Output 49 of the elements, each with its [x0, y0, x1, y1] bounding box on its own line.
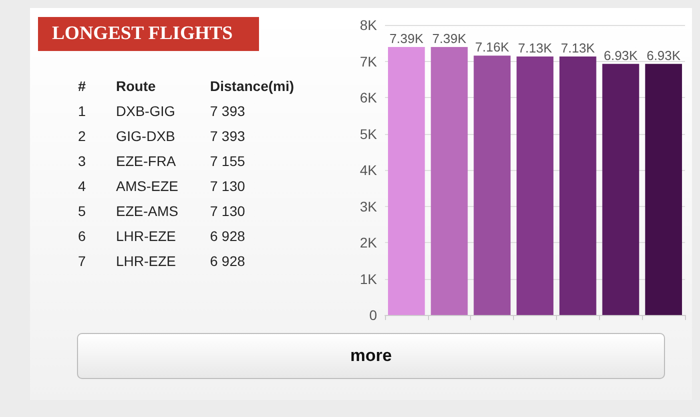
- y-tick-label: 0: [369, 307, 378, 323]
- text: 7 130: [210, 178, 246, 194]
- text: 7 130: [210, 203, 246, 219]
- text: LHR-EZE: [116, 228, 176, 244]
- text: DXB-GIG: [116, 103, 176, 119]
- data-label: 7.13K: [518, 40, 552, 56]
- bar: [559, 56, 596, 315]
- text: EZE-AMS: [116, 203, 178, 219]
- text: 1: [78, 103, 86, 119]
- data-label: 6.93K: [646, 48, 681, 63]
- text: 4: [78, 178, 86, 194]
- text: 6: [78, 228, 86, 244]
- y-tick-label: 3K: [360, 198, 378, 214]
- text: 5: [78, 203, 86, 219]
- y-tick-label: 8K: [360, 17, 378, 33]
- data-label: 7.16K: [475, 40, 510, 55]
- y-tick-label: 2K: [360, 234, 378, 250]
- text: LONGEST FLIGHTS: [38, 17, 259, 51]
- text: 6 928: [210, 253, 246, 269]
- text: AMS-EZE: [116, 178, 178, 194]
- bar: [474, 56, 511, 315]
- data-label: 7.13K: [560, 40, 596, 56]
- text: 3: [78, 153, 86, 169]
- text: EZE-FRA: [116, 153, 176, 169]
- bar: [645, 64, 682, 315]
- y-tick-label: 4K: [360, 162, 378, 178]
- y-tick-label: 7K: [360, 53, 378, 70]
- y-tick-label: 6K: [360, 90, 378, 106]
- text: 2: [78, 128, 86, 144]
- text: LHR-EZE: [116, 253, 176, 269]
- y-tick-label: 1K: [360, 270, 378, 287]
- bar: [388, 47, 425, 315]
- data-label: 6.93K: [604, 48, 638, 63]
- bar: [516, 56, 554, 315]
- text: 7 393: [210, 128, 246, 144]
- data-label: 7.39K: [432, 31, 467, 46]
- y-tick-label: 5K: [360, 126, 378, 142]
- text: Route: [116, 78, 156, 94]
- text: Distance(mi): [210, 78, 294, 94]
- text: more: [77, 333, 665, 379]
- text: #: [78, 78, 86, 94]
- bar: [602, 64, 640, 315]
- text: 6 928: [210, 228, 246, 244]
- data-label: 7.39K: [389, 31, 424, 46]
- text: GIG-DXB: [116, 128, 176, 144]
- text: 7 155: [210, 153, 246, 169]
- bar: [430, 47, 468, 315]
- text: 7 393: [210, 103, 246, 119]
- text: 7: [78, 253, 86, 269]
